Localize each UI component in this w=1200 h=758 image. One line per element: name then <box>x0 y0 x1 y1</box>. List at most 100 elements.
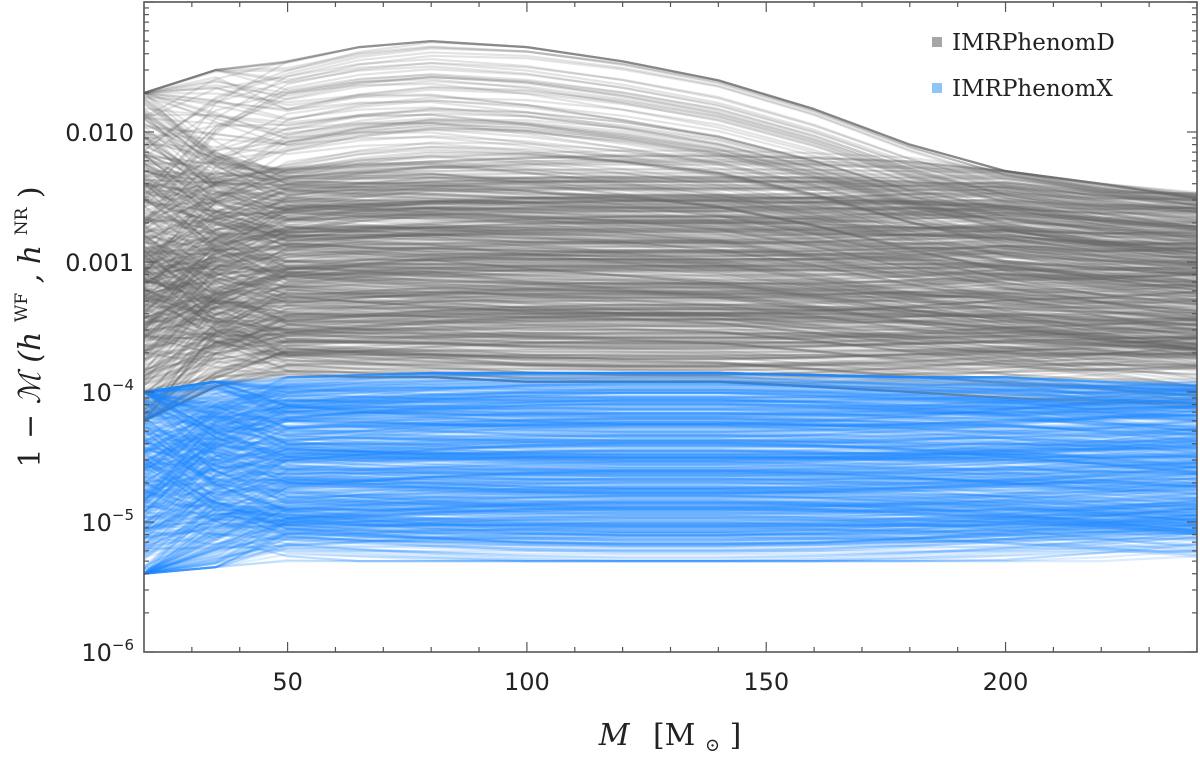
curve-imrphenomx <box>144 390 1197 425</box>
curve-imrphenomx <box>144 390 1197 456</box>
curve-imrphenomd <box>144 266 1197 346</box>
curve-imrphenomx <box>144 462 1197 472</box>
curve-imrphenomx <box>144 536 1197 559</box>
curve-imrphenomd <box>144 320 1197 327</box>
curve-imrphenomd <box>144 165 1197 273</box>
curve-imrphenomd <box>144 213 1197 319</box>
curve-imrphenomx <box>144 390 1197 447</box>
curve-imrphenomd <box>144 291 1197 349</box>
curve-imrphenomx <box>144 398 1197 468</box>
curve-imrphenomx <box>144 430 1197 522</box>
curve-imrphenomd <box>144 75 1197 222</box>
curve-imrphenomx <box>144 371 1197 468</box>
curve-imrphenomd <box>144 171 1197 207</box>
curve-imrphenomx <box>144 501 1197 533</box>
curve-imrphenomd <box>144 325 1197 399</box>
curve-imrphenomx <box>144 525 1197 575</box>
curve-imrphenomx <box>144 410 1197 450</box>
curve-imrphenomx <box>144 543 1197 575</box>
curve-imrphenomd <box>144 199 1197 245</box>
curve-imrphenomd <box>144 242 1197 293</box>
curve-imrphenomx <box>144 391 1197 474</box>
curve-imrphenomx <box>144 403 1197 431</box>
curve-imrphenomd <box>144 234 1197 330</box>
curve-imrphenomx <box>144 515 1197 575</box>
curve-imrphenomx <box>144 488 1197 560</box>
curve-imrphenomx <box>144 372 1197 404</box>
curve-imrphenomx <box>144 457 1197 538</box>
curve-imrphenomx <box>144 482 1197 575</box>
curve-imrphenomd <box>144 277 1197 387</box>
curve-imrphenomx <box>144 500 1197 575</box>
curve-imrphenomx <box>144 395 1197 420</box>
curve-imrphenomd <box>144 299 1197 421</box>
curve-imrphenomd <box>144 314 1197 358</box>
curve-imrphenomx <box>144 525 1197 575</box>
curve-imrphenomd <box>144 340 1197 422</box>
curve-imrphenomd <box>144 218 1197 258</box>
curve-imrphenomx <box>144 465 1197 489</box>
curve-imrphenomx <box>144 416 1197 521</box>
curve-imrphenomd <box>144 264 1197 356</box>
curve-imrphenomx <box>144 485 1197 575</box>
curve-imrphenomx <box>144 465 1197 553</box>
curve-imrphenomd <box>144 91 1197 196</box>
curve-imrphenomx <box>144 380 1197 394</box>
curve-imrphenomx <box>144 398 1197 407</box>
curve-imrphenomd <box>144 80 1197 207</box>
curve-imrphenomx <box>144 386 1197 417</box>
curve-imrphenomx <box>144 438 1197 545</box>
curve-imrphenomx <box>144 490 1197 541</box>
curve-imrphenomx <box>144 402 1197 503</box>
curve-imrphenomd <box>144 102 1197 206</box>
curve-imrphenomd <box>144 240 1197 284</box>
curve-imrphenomd <box>144 198 1197 313</box>
curve-imrphenomd <box>144 172 1197 203</box>
curve-imrphenomd <box>144 348 1197 377</box>
curve-imrphenomx <box>144 476 1197 529</box>
curve-imrphenomx <box>144 431 1197 457</box>
curve-imrphenomx <box>144 401 1197 508</box>
curve-imrphenomd <box>144 242 1197 313</box>
curve-imrphenomd <box>144 151 1197 278</box>
curve-imrphenomd <box>144 178 1197 200</box>
curve-imrphenomx <box>144 486 1197 519</box>
curve-imrphenomd <box>144 96 1197 260</box>
curve-imrphenomd <box>144 295 1197 408</box>
curve-imrphenomd <box>144 133 1197 200</box>
curve-imrphenomd <box>144 187 1197 287</box>
curve-imrphenomx <box>144 498 1197 575</box>
curve-imrphenomd <box>144 322 1197 397</box>
curve-imrphenomd <box>144 263 1197 326</box>
curve-imrphenomd <box>144 340 1197 386</box>
curve-imrphenomx <box>144 390 1197 446</box>
curve-imrphenomd <box>144 92 1197 201</box>
curve-imrphenomd <box>144 239 1197 348</box>
curve-imrphenomd <box>144 128 1197 247</box>
curve-imrphenomx <box>144 549 1197 575</box>
curve-imrphenomx <box>144 464 1197 495</box>
curve-imrphenomd <box>144 296 1197 335</box>
curve-imrphenomx <box>144 427 1197 469</box>
curve-imrphenomd <box>144 225 1197 305</box>
curve-imrphenomx <box>144 525 1197 575</box>
curve-imrphenomd <box>144 279 1197 368</box>
series-imrphenomx <box>144 371 1197 575</box>
curve-imrphenomx <box>144 477 1197 484</box>
curve-imrphenomd <box>144 215 1197 270</box>
curve-imrphenomx <box>144 385 1197 451</box>
curve-imrphenomd <box>144 278 1197 331</box>
curve-imrphenomd <box>144 240 1197 330</box>
curve-imrphenomx <box>144 494 1197 509</box>
curve-imrphenomx <box>144 530 1197 575</box>
curve-imrphenomd <box>144 232 1197 253</box>
curve-imrphenomd <box>144 271 1197 360</box>
curve-imrphenomd <box>144 273 1197 320</box>
curve-imrphenomx <box>144 390 1197 465</box>
curve-imrphenomd <box>144 235 1197 280</box>
curve-imrphenomx <box>144 468 1197 563</box>
curve-imrphenomx <box>144 409 1197 443</box>
curve-imrphenomd <box>144 251 1197 327</box>
curve-imrphenomd <box>144 183 1197 275</box>
curve-imrphenomd <box>144 215 1197 286</box>
